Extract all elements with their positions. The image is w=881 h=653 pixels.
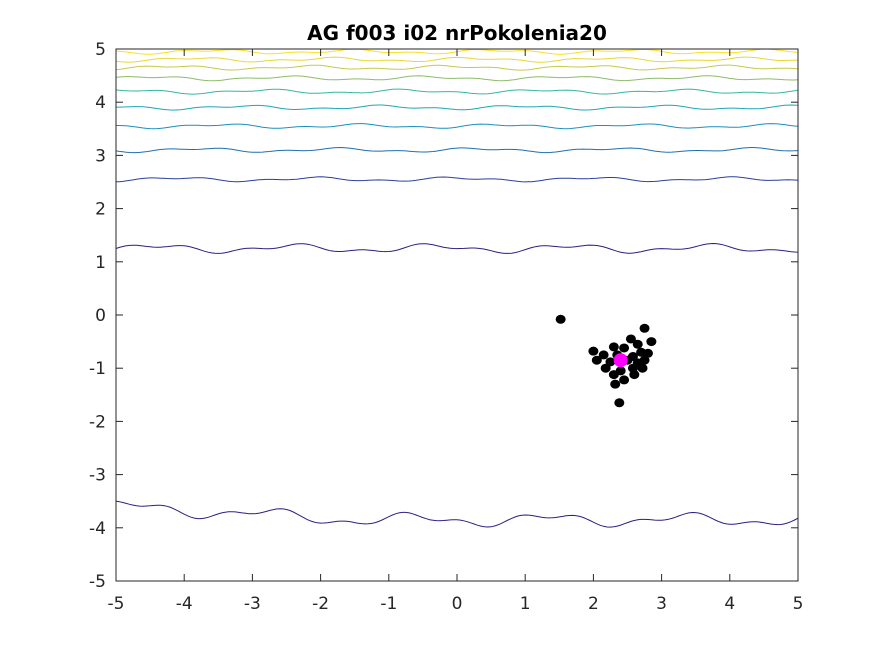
population-point [555, 314, 566, 324]
y-axis: 5 4 3 2 1 0 -1 -2 -3 -4 -5 [89, 40, 798, 592]
population-point [614, 398, 625, 408]
x-tick-label: -5 [108, 594, 125, 614]
population-point [625, 334, 636, 344]
x-tick-label: 3 [656, 594, 667, 614]
x-tick-label: 1 [520, 594, 531, 614]
y-tick-label: 3 [95, 146, 106, 166]
population-point [639, 355, 650, 365]
population-point [600, 363, 611, 373]
contour-line [115, 88, 799, 95]
y-tick-label: 5 [95, 40, 106, 60]
population-points [555, 314, 657, 408]
contour-line [115, 500, 799, 528]
contour-line [115, 146, 799, 154]
population-point [605, 357, 616, 367]
x-tick-label: 5 [793, 594, 804, 614]
contour-lines [115, 48, 799, 528]
population-point [632, 339, 643, 349]
contour-line [116, 123, 799, 130]
population-point [608, 342, 619, 352]
x-tick-label: 4 [724, 594, 735, 614]
x-tick-label: -1 [380, 594, 397, 614]
population-point [619, 343, 630, 353]
population-point [629, 370, 640, 380]
x-tick-label: 0 [452, 594, 463, 614]
contour-line [115, 56, 799, 63]
x-axis: -5 -4 -3 -2 -1 0 1 2 3 4 5 [108, 49, 804, 614]
y-tick-label: -2 [89, 412, 106, 432]
contour-line [115, 176, 799, 183]
x-tick-label: -3 [244, 594, 261, 614]
best-individual-point [613, 353, 628, 368]
y-tick-label: -4 [89, 519, 106, 539]
y-tick-label: 4 [95, 93, 106, 113]
x-tick-label: -2 [312, 594, 329, 614]
chart-title: AG f003 i02 nrPokolenia20 [307, 21, 607, 45]
population-point [639, 323, 650, 333]
contour-line [116, 104, 799, 111]
y-tick-label: 2 [95, 200, 106, 220]
population-point [642, 348, 653, 358]
contour-line [115, 64, 799, 71]
y-tick-label: 0 [95, 306, 106, 326]
population-point [637, 363, 648, 373]
population-point [591, 355, 602, 365]
x-tick-label: -4 [176, 594, 193, 614]
population-point [608, 370, 619, 380]
y-tick-label: -1 [89, 359, 106, 379]
contour-line [115, 242, 799, 254]
population-point [588, 346, 599, 356]
y-tick-label: -5 [89, 572, 106, 592]
y-tick-label: -3 [89, 466, 106, 486]
x-tick-label: 2 [588, 594, 599, 614]
population-point [646, 337, 657, 347]
population-point [610, 379, 621, 389]
population-point [598, 350, 609, 360]
population-point [619, 375, 630, 385]
plot-frame [115, 48, 799, 582]
contour-line [115, 75, 799, 82]
y-tick-label: 1 [95, 253, 106, 273]
